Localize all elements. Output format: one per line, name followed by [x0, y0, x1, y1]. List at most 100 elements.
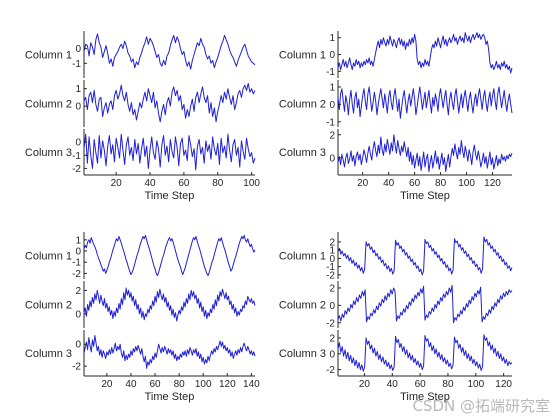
x-axis-label: Time Step — [145, 391, 195, 403]
series-line-column-3 — [83, 334, 256, 369]
y-tick-label: 0 — [75, 247, 81, 258]
row-label: Column 3 — [279, 348, 326, 360]
x-tick-label: 120 — [495, 379, 512, 390]
x-tick-label: 80 — [442, 379, 454, 390]
y-tick-label: 0 — [75, 309, 81, 320]
y-tick-label: 0 — [329, 254, 335, 265]
y-tick-label: 2 — [329, 237, 335, 248]
series-line-column-2 — [83, 287, 256, 322]
series-line-column-2 — [337, 284, 513, 324]
x-tick-label: 20 — [101, 379, 113, 390]
y-tick-label: 2 — [329, 283, 335, 294]
x-tick-label: 60 — [409, 178, 421, 189]
series-line-column-1 — [83, 234, 256, 277]
row-label: Column 2 — [25, 300, 72, 312]
y-tick-label: -1 — [326, 262, 335, 273]
row-label: Column 2 — [25, 99, 72, 111]
y-tick-label: -2 — [326, 365, 335, 376]
y-tick-label: -2 — [72, 269, 81, 280]
x-tick-label: 40 — [125, 379, 137, 390]
y-tick-label: 0 — [75, 102, 81, 113]
series-line-column-3 — [337, 134, 513, 173]
series-line-column-3 — [83, 133, 256, 171]
y-tick-label: 1 — [75, 84, 81, 95]
y-tick-label: 1 — [329, 33, 335, 44]
series-line-column-2 — [83, 82, 256, 123]
y-tick-label: -2 — [326, 318, 335, 329]
row-label: Column 2 — [279, 99, 326, 111]
x-axis-label: Time Step — [145, 190, 195, 202]
row-label: Column 1 — [279, 251, 326, 263]
series-line-column-1 — [337, 236, 513, 276]
x-tick-label: 40 — [383, 178, 395, 189]
y-tick-label: -1 — [326, 67, 335, 78]
y-tick-label: 2 — [329, 130, 335, 141]
y-tick-label: -1 — [326, 117, 335, 128]
y-tick-label: 0 — [75, 340, 81, 351]
y-tick-label: 0 — [329, 100, 335, 111]
row-label: Column 3 — [25, 147, 72, 159]
x-tick-label: 80 — [435, 178, 447, 189]
row-label: Column 3 — [25, 348, 72, 360]
x-axis-label: Time Step — [400, 190, 450, 202]
row-label: Column 1 — [25, 50, 72, 62]
x-tick-label: 100 — [467, 379, 484, 390]
y-tick-label: 2 — [329, 333, 335, 344]
y-tick-label: 1 — [75, 235, 81, 246]
x-tick-label: 140 — [243, 379, 260, 390]
watermark: CSDN @拓端研究室 — [412, 397, 550, 415]
series-line-column-1 — [337, 32, 513, 74]
x-tick-label: 60 — [149, 379, 161, 390]
y-tick-label: 0 — [75, 44, 81, 55]
y-tick-label: -2 — [72, 362, 81, 373]
x-tick-label: 20 — [357, 178, 369, 189]
y-tick-label: 2 — [75, 286, 81, 297]
x-tick-label: 120 — [219, 379, 236, 390]
y-tick-label: 0 — [329, 349, 335, 360]
y-tick-label: 0 — [329, 153, 335, 164]
x-tick-label: 40 — [387, 379, 399, 390]
x-tick-label: 20 — [111, 178, 123, 189]
x-tick-label: 100 — [195, 379, 212, 390]
x-tick-label: 40 — [144, 178, 156, 189]
row-label: Column 1 — [25, 251, 72, 263]
row-label: Column 2 — [279, 300, 326, 312]
row-label: Column 1 — [279, 50, 326, 62]
y-tick-label: -2 — [326, 270, 335, 281]
x-tick-label: 80 — [174, 379, 186, 390]
x-tick-label: 100 — [458, 178, 475, 189]
series-line-column-3 — [337, 334, 513, 372]
x-tick-label: 60 — [178, 178, 190, 189]
y-tick-label: -1 — [72, 151, 81, 162]
y-tick-label: -1 — [72, 258, 81, 269]
y-tick-label: 0 — [329, 50, 335, 61]
y-tick-label: 1 — [329, 82, 335, 93]
y-tick-label: 0 — [75, 138, 81, 149]
y-tick-label: -2 — [72, 164, 81, 175]
series-line-column-2 — [337, 86, 513, 119]
row-label: Column 3 — [279, 147, 326, 159]
y-tick-label: 0 — [329, 301, 335, 312]
x-tick-label: 80 — [212, 178, 224, 189]
x-tick-label: 20 — [359, 379, 371, 390]
y-tick-label: 1 — [329, 246, 335, 257]
x-tick-label: 100 — [243, 178, 260, 189]
x-axis-label: Time Step — [400, 391, 450, 403]
